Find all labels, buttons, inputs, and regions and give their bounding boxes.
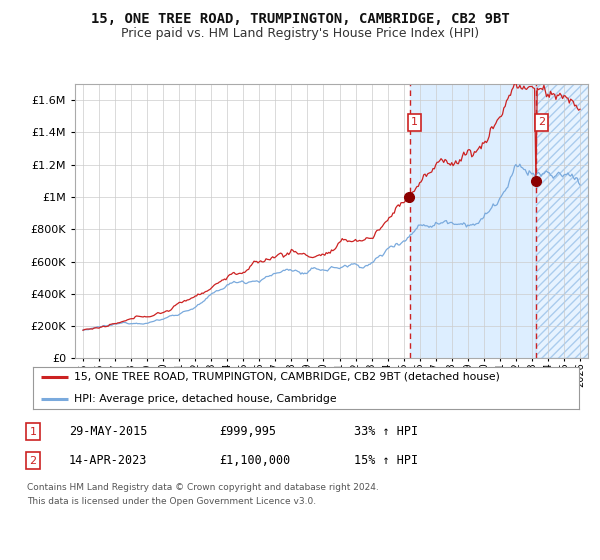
Text: 15% ↑ HPI: 15% ↑ HPI [354,454,418,468]
Bar [410,84,536,358]
Text: 2: 2 [538,118,545,128]
Text: 1: 1 [411,118,418,128]
Text: Price paid vs. HM Land Registry's House Price Index (HPI): Price paid vs. HM Land Registry's House … [121,27,479,40]
Text: 15, ONE TREE ROAD, TRUMPINGTON, CAMBRIDGE, CB2 9BT: 15, ONE TREE ROAD, TRUMPINGTON, CAMBRIDG… [91,12,509,26]
Text: This data is licensed under the Open Government Licence v3.0.: This data is licensed under the Open Gov… [27,497,316,506]
Text: 29-MAY-2015: 29-MAY-2015 [69,425,148,438]
Text: 15, ONE TREE ROAD, TRUMPINGTON, CAMBRIDGE, CB2 9BT (detached house): 15, ONE TREE ROAD, TRUMPINGTON, CAMBRIDG… [74,372,500,382]
Text: 14-APR-2023: 14-APR-2023 [69,454,148,468]
Text: 1: 1 [29,427,37,437]
Text: Contains HM Land Registry data © Crown copyright and database right 2024.: Contains HM Land Registry data © Crown c… [27,483,379,492]
Text: £1,100,000: £1,100,000 [219,454,290,468]
Text: 33% ↑ HPI: 33% ↑ HPI [354,425,418,438]
Bar [536,84,596,358]
Text: HPI: Average price, detached house, Cambridge: HPI: Average price, detached house, Camb… [74,394,337,404]
Text: 2: 2 [29,456,37,466]
Bar [536,84,596,358]
Text: £999,995: £999,995 [219,425,276,438]
